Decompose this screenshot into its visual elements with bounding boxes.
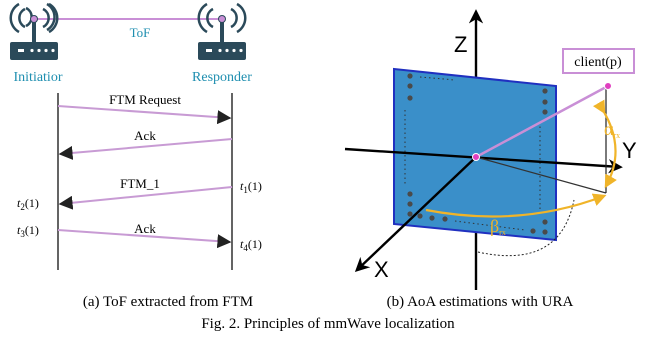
timestamp-t4: t4(1) <box>240 237 262 253</box>
initiator-router-icon <box>10 4 58 60</box>
timestamp-t1: t1(1) <box>240 179 262 195</box>
message-label-ack-1: Ack <box>134 128 156 143</box>
responder-label: Responder <box>192 70 252 85</box>
origin-point <box>473 154 480 161</box>
message-arrow-ftm-request <box>58 106 230 118</box>
timestamp-t2: t2(1) <box>17 196 39 212</box>
axis-label-x: X <box>374 257 389 282</box>
message-label-ack-2: Ack <box>134 221 156 236</box>
client-label: client(p) <box>574 55 622 70</box>
right-panel: client(p) Z Y X αrx βrx (b) AoA estimati… <box>345 12 637 310</box>
caption-a: (a) ToF extracted from FTM <box>83 294 253 310</box>
timestamp-t3: t3(1) <box>17 223 39 239</box>
tof-label: ToF <box>130 25 151 40</box>
client-point <box>605 83 612 90</box>
axis-label-z: Z <box>454 32 467 57</box>
responder-router-icon <box>198 4 246 60</box>
message-label-ftm-1: FTM_1 <box>120 176 160 191</box>
left-panel: ToF <box>10 4 262 310</box>
alpha-label: αrx <box>604 119 620 140</box>
caption-b: (b) AoA estimations with URA <box>387 294 574 310</box>
figure-caption: Fig. 2. Principles of mmWave localizatio… <box>201 316 455 332</box>
message-label-ftm-request: FTM Request <box>109 92 181 107</box>
initiator-label: Initiatior <box>14 70 63 85</box>
axis-label-y: Y <box>622 138 637 163</box>
